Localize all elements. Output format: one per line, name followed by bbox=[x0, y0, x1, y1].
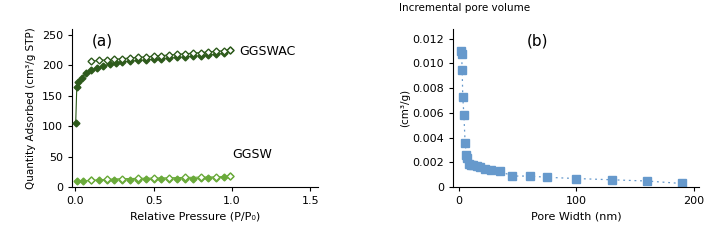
Text: GGSWAC: GGSWAC bbox=[239, 45, 296, 58]
X-axis label: Relative Pressure (P/P₀): Relative Pressure (P/P₀) bbox=[130, 212, 260, 222]
Text: (a): (a) bbox=[92, 34, 113, 48]
Y-axis label: Quantity Adsorbed (cm³/g STP): Quantity Adsorbed (cm³/g STP) bbox=[27, 27, 36, 189]
Y-axis label: (cm³/g): (cm³/g) bbox=[400, 89, 410, 127]
Text: (b): (b) bbox=[527, 34, 549, 48]
Text: GGSW: GGSW bbox=[232, 148, 272, 161]
X-axis label: Pore Width (nm): Pore Width (nm) bbox=[531, 212, 622, 222]
Text: Incremental pore volume: Incremental pore volume bbox=[399, 3, 531, 13]
